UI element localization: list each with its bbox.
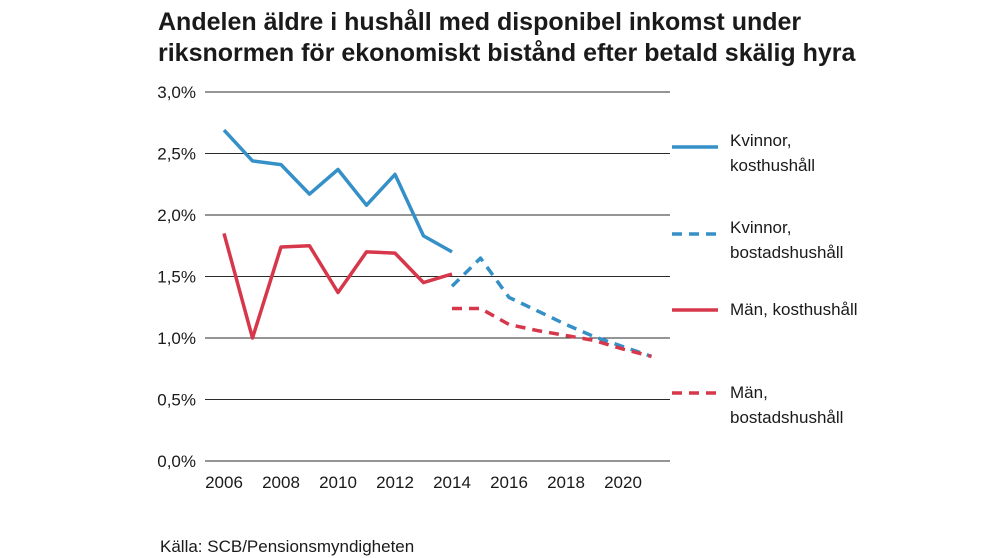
x-tick-label: 2008	[262, 473, 300, 492]
series-kvinnor-bostadshushall	[450, 256, 653, 359]
chart-title-line-2: riksnormen för ekonomiskt bistånd efter …	[158, 39, 857, 67]
data-point	[536, 309, 540, 313]
data-point	[393, 251, 397, 255]
data-point	[279, 163, 283, 167]
data-point	[251, 159, 255, 163]
data-point	[450, 250, 454, 254]
y-gridlines	[205, 91, 670, 462]
y-axis-tick-labels: 0,0% 0,5% 1,0% 1,5% 2,0% 2,5% 3,0%	[157, 83, 196, 471]
x-axis-tick-labels: 2006 2008 2010 2012 2014 2016 2018 2020	[205, 473, 642, 492]
x-tick-label: 2016	[490, 473, 528, 492]
legend-label-man-kosthushall: Män, kosthushåll	[730, 300, 858, 319]
data-point	[507, 322, 511, 326]
data-point	[308, 244, 312, 248]
source-note: Källa: SCB/Pensionsmyndigheten	[160, 537, 414, 556]
data-point	[422, 234, 426, 238]
series-man-kosthushall	[222, 231, 454, 340]
y-tick-label: 0,0%	[157, 452, 196, 471]
x-tick-label: 2010	[319, 473, 357, 492]
data-point	[564, 334, 568, 338]
legend-label-man-bostadshushall: Män, bostadshushåll	[730, 383, 844, 427]
legend-swatches	[672, 145, 718, 395]
series-man-bostadshushall	[450, 306, 654, 359]
series-line-kvinnor-bostadshushall	[450, 256, 653, 359]
x-tick-label: 2012	[376, 473, 414, 492]
series-line-man-kosthushall	[222, 232, 453, 340]
y-tick-label: 1,5%	[157, 268, 196, 287]
x-tick-label: 2018	[547, 473, 585, 492]
data-point	[365, 203, 369, 207]
plot-area	[222, 128, 654, 359]
y-tick-label: 2,5%	[157, 145, 196, 164]
data-point	[507, 295, 511, 299]
y-tick-label: 0,5%	[157, 391, 196, 410]
data-point	[593, 338, 597, 342]
data-point	[450, 284, 454, 288]
y-tick-label: 1,0%	[157, 329, 196, 348]
data-point	[593, 335, 597, 339]
legend-label-kvinnor-bostadshushall: Kvinnor, bostadshushåll	[730, 218, 844, 262]
series-kvinnor-kosthushall	[222, 128, 454, 254]
data-point	[336, 290, 340, 294]
x-tick-label: 2006	[205, 473, 243, 492]
data-point	[450, 306, 454, 310]
data-point	[222, 128, 226, 132]
data-point	[479, 306, 483, 310]
series-line-kvinnor-kosthushall	[222, 128, 453, 254]
series-line-man-bostadshushall	[452, 306, 652, 359]
y-tick-label: 2,0%	[157, 206, 196, 225]
chart-title-line-1: Andelen äldre i hushåll med disponibel i…	[158, 8, 801, 36]
y-tick-label: 3,0%	[157, 83, 196, 102]
data-point	[450, 272, 454, 276]
x-tick-label: 2014	[433, 473, 471, 492]
data-point	[564, 322, 568, 326]
data-point	[222, 231, 226, 235]
data-point	[251, 336, 255, 340]
x-tick-label: 2020	[604, 473, 642, 492]
data-point	[279, 245, 283, 249]
data-point	[308, 192, 312, 196]
data-point	[365, 250, 369, 254]
data-point	[422, 281, 426, 285]
data-point	[336, 167, 340, 171]
legend-label-kvinnor-kosthushall: Kvinnor, kosthushåll	[730, 131, 816, 175]
data-point	[479, 256, 483, 260]
data-point	[650, 354, 654, 358]
data-point	[393, 172, 397, 176]
data-point	[621, 347, 625, 351]
data-point	[536, 329, 540, 333]
